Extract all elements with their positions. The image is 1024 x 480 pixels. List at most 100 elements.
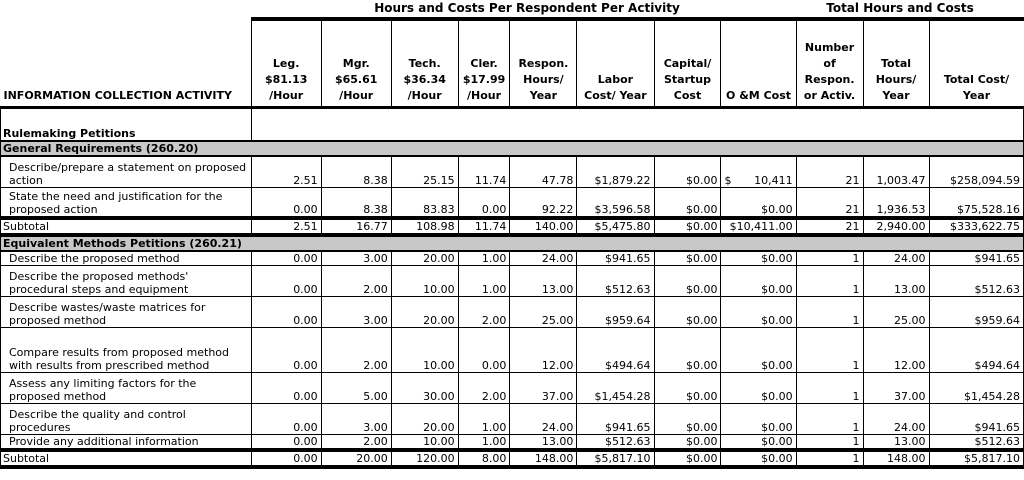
om-cell: $0.00 <box>720 448 797 469</box>
total-cost-cell: $494.64 <box>928 327 1024 373</box>
mgr-cell: 3.00 <box>320 403 392 435</box>
total-cost-cell: $941.65 <box>928 250 1024 266</box>
total-hours-cell: 25.00 <box>862 296 930 328</box>
cler-cell: 11.74 <box>457 155 511 188</box>
om-cell: $0.00 <box>720 186 797 219</box>
col-header-leg: Leg. $81.13 /Hour <box>250 17 322 109</box>
mgr-cell: 2.00 <box>320 327 392 373</box>
tech-cell: 10.00 <box>390 434 459 451</box>
hours-cell: 140.00 <box>509 216 578 237</box>
num-cell: 1 <box>795 448 864 469</box>
om-cell: $0.00 <box>720 434 797 451</box>
leg-cell: 0.00 <box>250 296 322 328</box>
mgr-cell: 8.38 <box>320 186 392 219</box>
table-row: Describe the proposed methods' procedura… <box>0 265 1024 297</box>
om-cell: $0.00 <box>720 327 797 373</box>
hours-cell: 24.00 <box>509 250 578 266</box>
cler-cell: 1.00 <box>457 434 511 451</box>
num-cell: 1 <box>795 296 864 328</box>
hours-cell: 13.00 <box>509 434 578 451</box>
col-header-mgr: Mgr. $65.61 /Hour <box>320 17 392 109</box>
total-cost-cell: $1,454.28 <box>928 372 1024 404</box>
leg-cell: 0.00 <box>250 434 322 451</box>
total-hours-cell: 24.00 <box>862 403 930 435</box>
hours-cell: 13.00 <box>509 265 578 297</box>
hours-cell: 12.00 <box>509 327 578 373</box>
total-hours-cell: 2,940.00 <box>862 216 930 237</box>
om-cell: $0.00 <box>720 265 797 297</box>
labor-cell: $512.63 <box>576 265 655 297</box>
tech-cell: 83.83 <box>390 186 459 219</box>
section-header: General Requirements (260.20) <box>0 140 1024 157</box>
tech-cell: 25.15 <box>390 155 459 188</box>
om-cell: $0.00 <box>720 372 797 404</box>
cler-cell: 11.74 <box>457 216 511 237</box>
num-cell: 1 <box>795 403 864 435</box>
hours-cell: 47.78 <box>509 155 578 188</box>
tech-cell: 30.00 <box>390 372 459 404</box>
labor-cell: $5,817.10 <box>576 448 655 469</box>
labor-cell: $512.63 <box>576 434 655 451</box>
table-row: State the need and justification for the… <box>0 186 1024 219</box>
cler-cell: 0.00 <box>457 186 511 219</box>
table-row: Describe/prepare a statement on proposed… <box>0 155 1024 188</box>
subtotal-label: Subtotal <box>0 216 252 237</box>
table-row: Provide any additional information 0.00 … <box>0 434 1024 451</box>
col-header-total-hours: Total Hours/ Year <box>862 17 929 109</box>
leg-cell: 0.00 <box>250 186 322 219</box>
subtotal-row: Subtotal 2.51 16.77 108.98 11.74 140.00 … <box>0 216 1024 237</box>
capital-cell: $0.00 <box>653 296 722 328</box>
labor-cell: $3,596.58 <box>576 186 655 219</box>
table-row: Describe wastes/waste matrices for propo… <box>0 296 1024 328</box>
leg-cell: 0.00 <box>250 327 322 373</box>
col-header-tech: Tech. $36.34 /Hour <box>390 17 459 109</box>
num-cell: 1 <box>795 434 864 451</box>
labor-cell: $494.64 <box>576 327 655 373</box>
om-value: 10,411 <box>754 173 793 187</box>
capital-cell: $0.00 <box>653 434 722 451</box>
capital-cell: $0.00 <box>653 265 722 297</box>
num-cell: 1 <box>795 265 864 297</box>
cler-cell: 1.00 <box>457 403 511 435</box>
hours-cell: 92.22 <box>509 186 578 219</box>
subtotal-label: Subtotal <box>0 448 252 469</box>
mgr-cell: 5.00 <box>320 372 392 404</box>
col-header-capital: Capital/ Startup Cost <box>653 17 721 109</box>
group-header-per-respondent: Hours and Costs Per Respondent Per Activ… <box>374 1 680 15</box>
tech-cell: 20.00 <box>390 403 459 435</box>
om-cell: $0.00 <box>720 296 797 328</box>
activity-cell: Describe the proposed method <box>0 250 252 266</box>
om-currency: $ <box>724 173 732 187</box>
cler-cell: 0.00 <box>457 327 511 373</box>
num-cell: 1 <box>795 372 864 404</box>
capital-cell: $0.00 <box>653 186 722 219</box>
mgr-cell: 2.00 <box>320 265 392 297</box>
num-cell: 21 <box>795 155 864 188</box>
leg-cell: 2.51 <box>250 155 322 188</box>
total-cost-cell: $959.64 <box>928 296 1024 328</box>
col-header-num-respon: Number of Respon. or Activ. <box>795 17 864 109</box>
table-row: Compare results from proposed method wit… <box>0 327 1024 373</box>
total-hours-cell: 1,936.53 <box>862 186 930 219</box>
total-cost-cell: $941.65 <box>928 403 1024 435</box>
tech-cell: 10.00 <box>390 265 459 297</box>
hours-cell: 24.00 <box>509 403 578 435</box>
activity-cell: Assess any limiting factors for the prop… <box>0 372 252 404</box>
leg-cell: 0.00 <box>250 403 322 435</box>
om-cell: $0.00 <box>720 403 797 435</box>
capital-cell: $0.00 <box>653 448 722 469</box>
tech-cell: 120.00 <box>390 448 459 469</box>
om-cell: $0.00 <box>720 250 797 266</box>
leg-cell: 0.00 <box>250 265 322 297</box>
num-cell: 21 <box>795 186 864 219</box>
total-cost-cell: $512.63 <box>928 434 1024 451</box>
mgr-cell: 3.00 <box>320 250 392 266</box>
total-cost-cell: $258,094.59 <box>928 155 1024 188</box>
tech-cell: 108.98 <box>390 216 459 237</box>
total-hours-cell: 13.00 <box>862 265 930 297</box>
table-row: Assess any limiting factors for the prop… <box>0 372 1024 404</box>
leg-cell: 2.51 <box>250 216 322 237</box>
col-header-om: O &M Cost <box>720 17 797 109</box>
activity-cell: Describe the quality and control procedu… <box>0 403 252 435</box>
